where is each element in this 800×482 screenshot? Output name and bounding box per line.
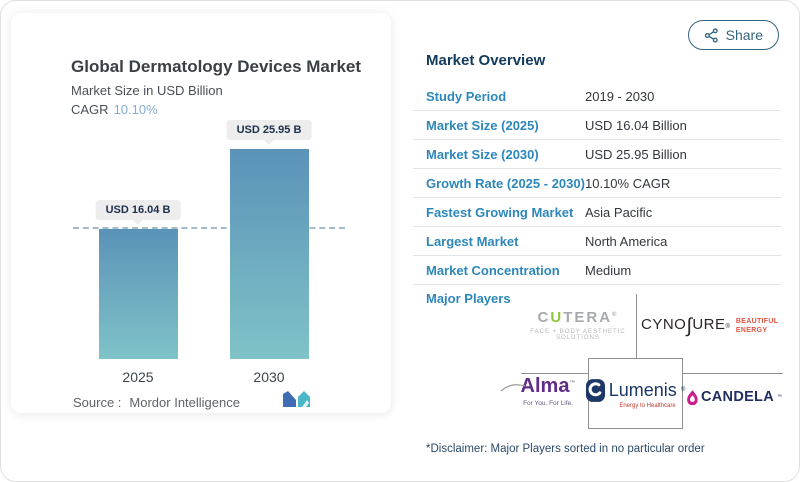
lumenis-tagline: Energy to Healthcare: [619, 402, 676, 409]
row-label: Fastest Growing Market: [426, 204, 574, 220]
lumenis-logo: Lumenis ® Energy to Healthcare: [585, 358, 685, 429]
logo-grid-vertical-divider: [636, 294, 637, 373]
row-label: Largest Market: [426, 233, 519, 249]
cagr-line: CAGR 10.10%: [71, 102, 158, 117]
chart-title: Global Dermatology Devices Market: [71, 57, 362, 76]
row-value: Asia Pacific: [585, 204, 653, 220]
alma-tagline: For You. For Life.: [523, 400, 573, 407]
row-label: Market Size (2025): [426, 117, 539, 133]
alma-swoosh-icon: [500, 384, 526, 392]
overview-table: Study Period 2019 - 2030 Market Size (20…: [413, 82, 781, 285]
overview-row-market-size-2030: Market Size (2030) USD 25.95 Billion: [413, 140, 781, 169]
chart-card: Global Dermatology Devices Market Market…: [11, 13, 391, 413]
reference-dashline: [73, 227, 345, 230]
row-value: USD 25.95 Billion: [585, 146, 687, 162]
row-label: Study Period: [426, 88, 507, 104]
share-icon: [704, 27, 718, 43]
mordor-intelligence-logo-icon: [283, 391, 310, 407]
row-label: Market Size (2030): [426, 146, 539, 162]
overview-heading: Market Overview: [426, 52, 546, 69]
candela-logo: CANDELA ™: [687, 389, 782, 405]
overview-row-largest-market: Largest Market North America: [413, 227, 781, 256]
cutera-tagline: FACE + BODY AESTHETIC SOLUTIONS: [530, 329, 626, 341]
lumenis-icon: [585, 378, 605, 402]
overview-row-market-size-2025: Market Size (2025) USD 16.04 Billion: [413, 111, 781, 140]
overview-row-market-concentration: Market Concentration Medium: [413, 256, 781, 285]
x-tick-2025: 2025: [122, 369, 154, 385]
row-value: 2019 - 2030: [585, 88, 655, 104]
row-value: USD 16.04 Billion: [585, 117, 687, 133]
alma-logo: Alma™ For You. For Life.: [500, 375, 590, 407]
cagr-value: 10.10%: [113, 102, 158, 117]
candela-flame-icon: [687, 389, 698, 405]
row-value: Medium: [585, 262, 632, 278]
major-players-label: Major Players: [426, 291, 511, 306]
x-tick-2030: 2030: [253, 369, 285, 385]
cutera-green-u: U: [550, 309, 564, 326]
row-label: Growth Rate (2025 - 2030): [426, 175, 585, 191]
share-label: Share: [725, 27, 763, 43]
bar-2025: [99, 229, 178, 359]
market-overview-panel: Share Market Overview Study Period 2019 …: [411, 1, 799, 481]
cynosure-stylized-s: ∫: [686, 315, 693, 337]
source-value: Mordor Intelligence: [129, 395, 240, 410]
cutera-logo: CUTERA® FACE + BODY AESTHETIC SOLUTIONS: [519, 309, 637, 341]
bar-value-label-2025: USD 16.04 B: [95, 200, 181, 221]
overview-row-study-period: Study Period 2019 - 2030: [413, 82, 781, 111]
overview-row-growth-rate: Growth Rate (2025 - 2030) 10.10% CAGR: [413, 169, 781, 198]
share-button[interactable]: Share: [687, 20, 779, 50]
source-line: Source : Mordor Intelligence: [73, 395, 240, 410]
cagr-label: CAGR: [71, 102, 109, 117]
row-value: North America: [585, 233, 668, 249]
bar-2030: [230, 148, 309, 359]
row-label: Market Concentration: [426, 262, 560, 278]
bar-value-label-2030: USD 25.95 B: [226, 119, 312, 140]
row-value: 10.10% CAGR: [585, 175, 671, 191]
cynosure-tagline: BEAUTIFUL ENERGY: [735, 318, 779, 334]
overview-row-fastest-growing-market: Fastest Growing Market Asia Pacific: [413, 198, 781, 227]
source-label: Source :: [73, 395, 122, 410]
chart-subtitle: Market Size in USD Billion: [71, 83, 223, 98]
bar-chart: USD 16.04 B USD 25.95 B 2025 2030: [63, 119, 369, 385]
disclaimer-text: *Disclaimer: Major Players sorted in no …: [426, 443, 705, 455]
cynosure-logo: CYNO∫URE ® BEAUTIFUL ENERGY: [641, 315, 779, 337]
